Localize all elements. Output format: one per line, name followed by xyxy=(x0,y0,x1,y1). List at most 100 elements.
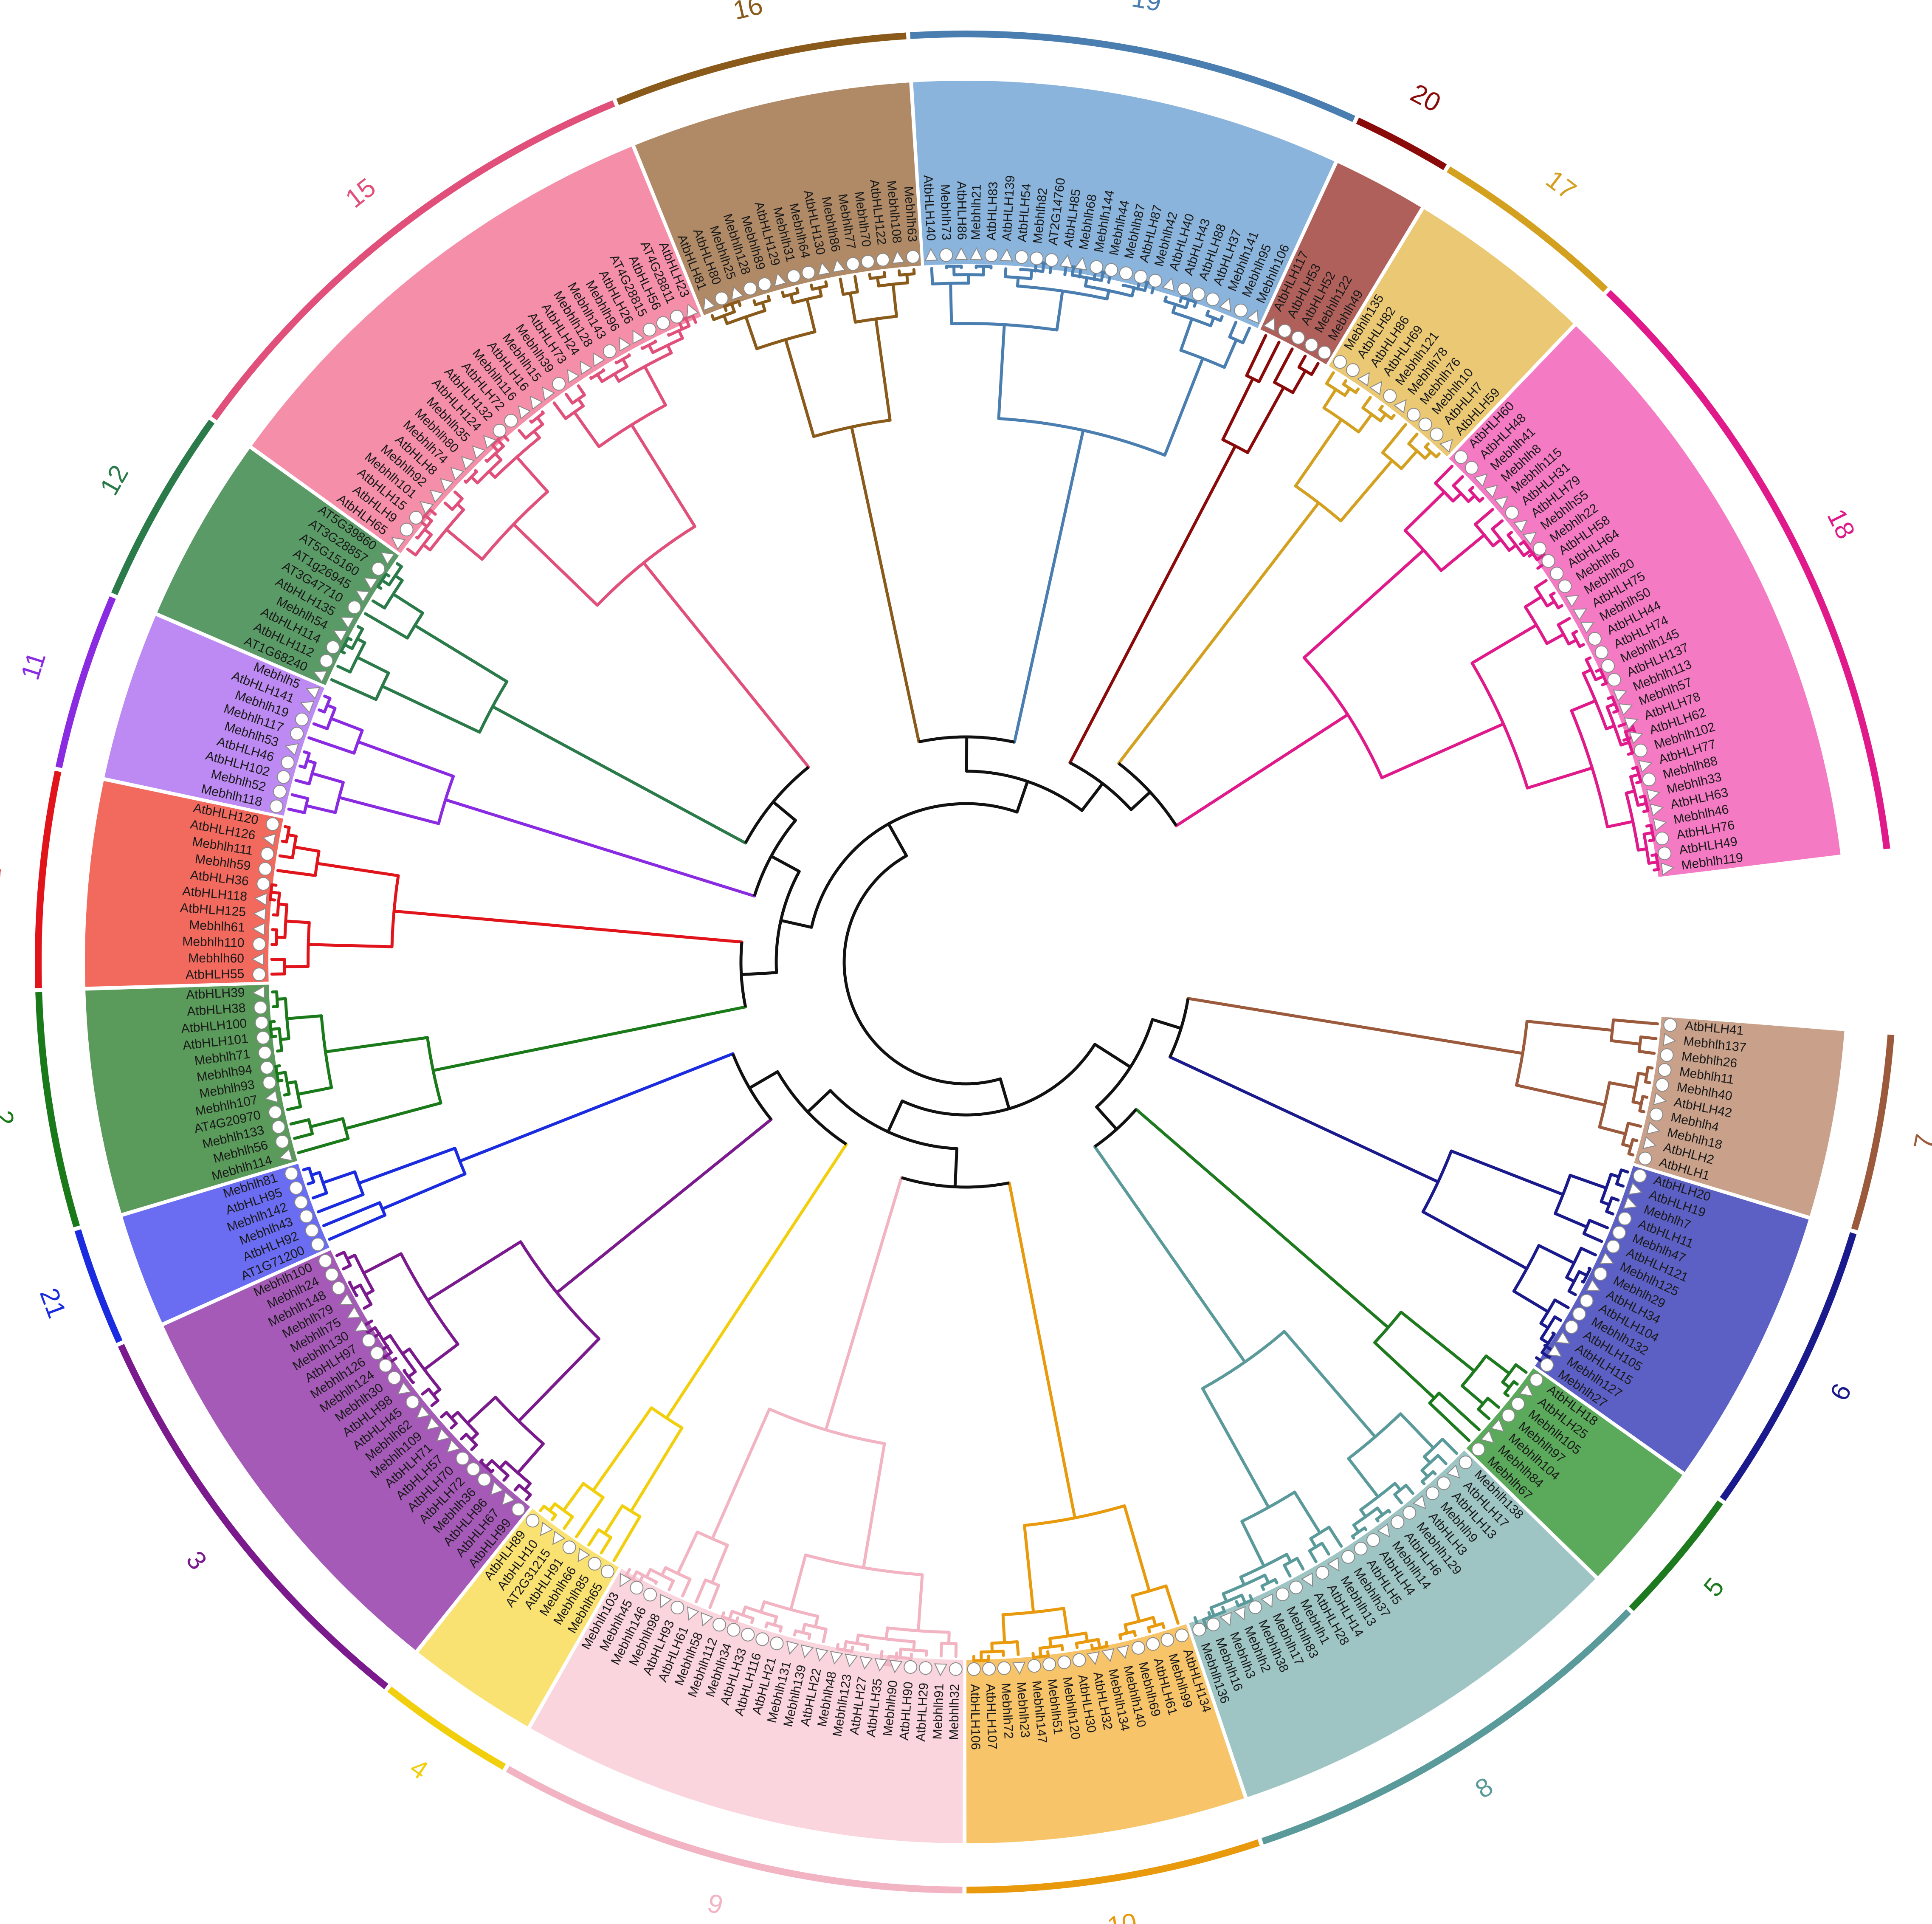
branch xyxy=(769,855,801,873)
leaf-marker-circle xyxy=(1471,1442,1485,1456)
branch xyxy=(328,1213,387,1241)
leaf-marker-circle xyxy=(801,265,815,279)
leaf-marker-triangle xyxy=(1357,372,1370,386)
branch xyxy=(318,708,326,714)
leaf-marker-circle xyxy=(1655,832,1669,846)
leaf-marker-circle xyxy=(1558,579,1572,593)
leaf-marker-triangle xyxy=(800,1644,814,1659)
leaf-marker-circle xyxy=(258,862,272,876)
leaf-marker-circle xyxy=(967,1662,981,1676)
leaf-marker-circle xyxy=(1511,1397,1525,1411)
leaf-marker-circle xyxy=(370,1346,384,1360)
leaf-marker-circle xyxy=(1291,331,1305,345)
branch xyxy=(600,1536,613,1554)
branch xyxy=(293,845,321,853)
clade-label-19: 19 xyxy=(1129,0,1164,17)
leaf-marker-circle xyxy=(260,1061,274,1075)
branch xyxy=(1577,1270,1588,1277)
branch xyxy=(1526,766,1594,790)
branch xyxy=(458,1052,735,1163)
branch xyxy=(917,1573,924,1633)
leaf-marker-circle xyxy=(876,253,890,267)
leaf-marker-circle xyxy=(1437,1476,1451,1490)
leaf-marker-triangle xyxy=(1446,1464,1460,1479)
leaf-marker-circle xyxy=(378,1359,392,1373)
leaf-marker-triangle xyxy=(436,1428,450,1442)
branch xyxy=(1380,722,1505,779)
leaf-label: AtbHLH39 xyxy=(186,985,245,1002)
leaf-marker-triangle xyxy=(1547,1344,1562,1357)
branch xyxy=(564,392,574,405)
leaf-marker-triangle xyxy=(817,262,831,276)
branch xyxy=(653,339,657,344)
leaf-marker-triangle xyxy=(1263,317,1275,332)
leaf-marker-triangle xyxy=(859,1656,873,1670)
branch xyxy=(1609,1173,1621,1179)
branch xyxy=(1002,1650,1005,1657)
clade-label-5: 5 xyxy=(1698,1572,1730,1602)
clade-sector-3 xyxy=(163,1250,530,1650)
leaf-marker-circle xyxy=(526,1514,540,1528)
leaf-marker-triangle xyxy=(1653,818,1667,831)
clade-sector-16 xyxy=(635,82,921,316)
branch xyxy=(1228,321,1238,339)
clade-arcs xyxy=(35,31,1895,1893)
branch xyxy=(1400,449,1419,470)
leaf-marker-circle xyxy=(906,250,920,264)
branch xyxy=(335,1250,346,1257)
leaf-marker-circle xyxy=(1501,1408,1515,1422)
branch xyxy=(1467,494,1476,503)
clade-sector-15 xyxy=(252,147,701,553)
leaf-marker-circle xyxy=(400,522,414,536)
branch xyxy=(1008,1181,1076,1520)
branch xyxy=(982,265,986,276)
leaf-marker-triangle xyxy=(1661,862,1675,876)
branch xyxy=(1470,623,1538,665)
leaf-marker-triangle xyxy=(1261,1593,1273,1608)
leaf-marker-circle xyxy=(362,1334,376,1348)
branch xyxy=(744,315,758,350)
branch xyxy=(1283,1330,1377,1439)
branch xyxy=(1297,354,1307,369)
leaf-marker-triangle xyxy=(542,386,555,401)
branch xyxy=(406,547,417,557)
leaf-marker-triangle xyxy=(446,1439,461,1453)
branch xyxy=(1646,1066,1654,1070)
branch xyxy=(1400,1310,1476,1373)
leaf-marker-circle xyxy=(1134,270,1148,284)
leaf-marker-circle xyxy=(271,1120,285,1134)
leaf-marker-circle xyxy=(1540,1358,1554,1372)
leaf-marker-circle xyxy=(600,1565,614,1579)
leaf-marker-triangle xyxy=(540,1522,553,1536)
branch xyxy=(1015,780,1029,814)
branch xyxy=(997,323,1006,420)
branch xyxy=(711,1408,771,1540)
branch xyxy=(392,909,744,944)
branch xyxy=(1570,699,1597,712)
leaf-marker-triangle xyxy=(1246,309,1259,324)
branch xyxy=(324,1036,429,1054)
leaf-marker-triangle xyxy=(619,337,631,352)
leaf-marker-circle xyxy=(1607,673,1621,687)
branch xyxy=(1627,751,1634,756)
leaf-marker-triangle xyxy=(874,1658,888,1672)
leaf-marker-triangle xyxy=(1219,1612,1232,1626)
branch xyxy=(862,1442,886,1569)
leaf-marker-circle xyxy=(1649,1108,1663,1122)
leaf-marker-circle xyxy=(588,1557,602,1571)
leaf-marker-circle xyxy=(1464,461,1479,475)
branch xyxy=(1437,1391,1481,1431)
branch xyxy=(1023,1524,1035,1614)
branch xyxy=(1055,289,1064,332)
branch xyxy=(741,1605,747,1616)
branch xyxy=(748,1070,779,1090)
branch xyxy=(1068,444,1237,765)
branch xyxy=(853,275,859,293)
leaf-marker-triangle xyxy=(832,259,846,273)
leaf-marker-circle xyxy=(1206,292,1220,306)
branch xyxy=(445,528,484,561)
branch xyxy=(849,291,857,324)
branch xyxy=(1152,1616,1157,1627)
branch xyxy=(912,1640,916,1652)
branch xyxy=(810,802,1018,928)
